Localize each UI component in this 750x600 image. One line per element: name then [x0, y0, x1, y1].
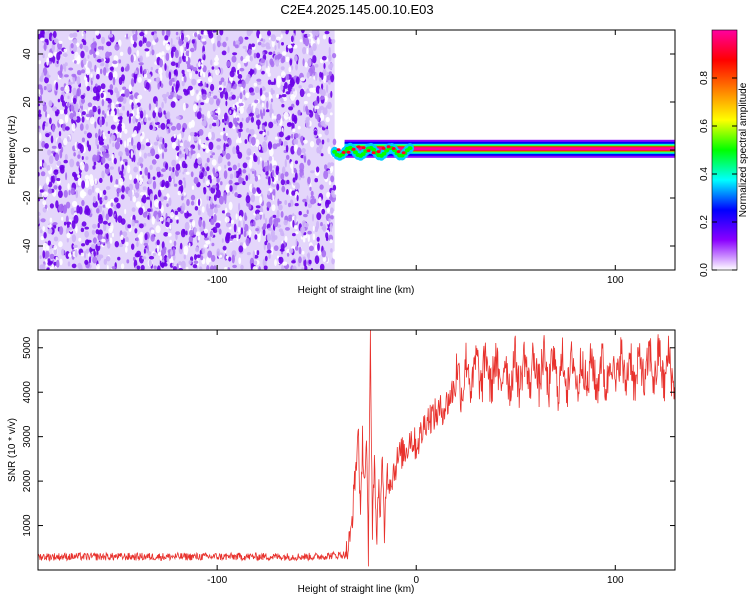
- colorbar-tick-label: 0.4: [699, 167, 710, 181]
- snr-frame: [37, 329, 676, 571]
- colorbar-tick-label: 0.6: [699, 119, 710, 133]
- colorbar-label: Normalized spectral amplitude: [738, 82, 749, 217]
- colorbar-tick-label: 0.0: [699, 263, 710, 277]
- snr-marks: [38, 330, 675, 567]
- spectrogram-ticks: -100 100 -40 -20 0 20 40: [22, 30, 675, 286]
- snr-ytick-label: 1000: [22, 514, 33, 537]
- snr-xlabel: Height of straight line (km): [298, 584, 415, 595]
- colorbar-tick-label: 0.8: [699, 71, 710, 85]
- spectrogram-xlabel: Height of straight line (km): [298, 285, 415, 296]
- spectrogram-xtick-label: -100: [207, 275, 227, 286]
- snr-plot-area: [38, 330, 675, 570]
- snr-xtick-label: 100: [607, 575, 624, 586]
- snr-ytick-label: 4000: [22, 381, 33, 404]
- spectrogram-ytick-label: 20: [22, 96, 33, 108]
- spectrogram-ytick-label: 40: [22, 48, 33, 60]
- colorbar-bar: [711, 29, 738, 271]
- colorbar: 0.0 0.2 0.4 0.6 0.8 Normalized spectral ampl…: [699, 29, 749, 277]
- colorbar-ticks: 0.0 0.2 0.4 0.6 0.8: [699, 71, 737, 277]
- figure-title: C2E4.2025.145.00.10.E03: [280, 2, 433, 17]
- spectrogram-ytick-label: 0: [22, 147, 33, 153]
- spectrogram-xtick-label: 100: [607, 275, 624, 286]
- noise-blobs: [38, 30, 337, 270]
- spectrogram-marks: [38, 30, 675, 270]
- snr-xtick-label: -100: [207, 575, 227, 586]
- snr-ytick-label: 3000: [22, 425, 33, 448]
- spectrogram-ytick-label: -20: [22, 190, 33, 205]
- spectrogram-panel: -100 100 -40 -20 0 20 40 Height of straight li…: [7, 29, 676, 296]
- snr-panel: -100 0 100 1000 2000 3000 4000 5000 Height of s…: [7, 329, 676, 595]
- colorbar-tick-label: 0.2: [699, 215, 710, 229]
- signal-band: [330, 139, 675, 161]
- snr-ylabel: SNR (10 * v/v): [7, 418, 18, 482]
- snr-ticks: -100 0 100 1000 2000 3000 4000 5000: [22, 330, 675, 586]
- spectrogram-ytick-label: -40: [22, 238, 33, 253]
- snr-ytick-label: 5000: [22, 336, 33, 359]
- snr-xtick-label: 0: [413, 575, 419, 586]
- spectrogram-ylabel: Frequency (Hz): [7, 116, 18, 185]
- snr-ytick-label: 2000: [22, 470, 33, 493]
- snr-series-line: [38, 330, 675, 567]
